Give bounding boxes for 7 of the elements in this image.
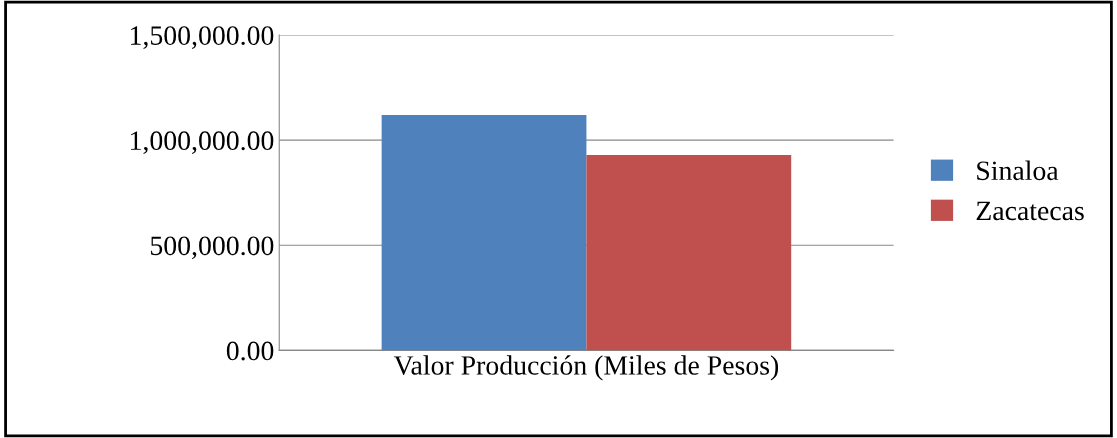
x-tick-label: Valor Producción (Miles de Pesos) <box>393 355 779 381</box>
y-tick-label: 1,500,000.00 <box>131 26 274 49</box>
y-tick-label: 1,000,000.00 <box>131 131 274 155</box>
legend-label: Sinaloa <box>977 160 1059 181</box>
y-tick-label: 0.00 <box>226 341 274 361</box>
y-tick-label: 500,000.00 <box>151 236 274 260</box>
legend-label: Zacatecas <box>976 201 1084 221</box>
